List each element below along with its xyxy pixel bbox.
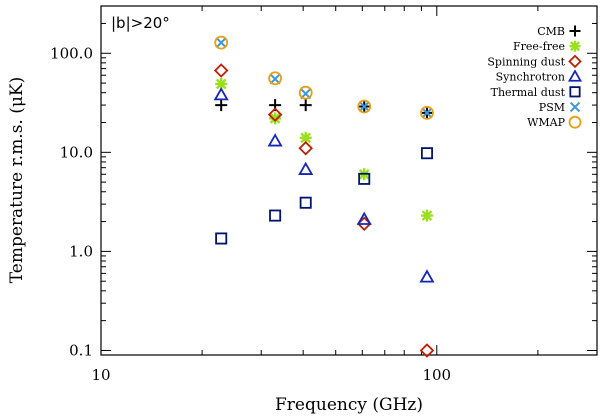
free-free-point (215, 77, 228, 90)
psm-point (269, 73, 281, 85)
legend-marker-wmap (568, 115, 582, 129)
cmb-point (299, 99, 312, 112)
legend-marker-psm (569, 101, 581, 113)
thermal-dust-point (420, 147, 433, 160)
legend-label-wmap: WMAP (527, 116, 566, 129)
cmb-point (215, 99, 228, 112)
wmap-point (268, 71, 283, 86)
synchrotron-point (267, 133, 283, 147)
axis-ticks (100, 5, 598, 356)
legend-marker-thermal-dust (569, 86, 581, 98)
y-tick-label: 0.1 (69, 341, 93, 359)
legend-label-free-free: Free-free (513, 40, 565, 53)
psm-point (421, 107, 433, 119)
y-tick-label: 10.0 (60, 143, 93, 161)
legend-label-thermal-dust: Thermal dust (491, 86, 566, 99)
wmap-point (420, 106, 434, 120)
thermal-dust-point (358, 172, 371, 185)
region-annotation: |b|>20° (111, 14, 170, 32)
free-free-point (269, 112, 282, 125)
free-free-point (299, 131, 312, 144)
y-tick-label: 1.0 (69, 242, 93, 260)
y-tick-label: 100.0 (50, 44, 93, 62)
data-points (213, 35, 435, 358)
synchrotron-point (356, 211, 372, 225)
thermal-dust-point (215, 232, 228, 245)
x-tick-label: 10 (91, 366, 110, 384)
synchrotron-point (419, 269, 435, 283)
x-tick-label: 100 (422, 366, 451, 384)
psm-point (215, 37, 227, 49)
spinning-dust-point (213, 63, 229, 78)
legend-marker-free-free (569, 40, 581, 52)
legend-marker-spinning-dust (568, 54, 582, 69)
y-axis-title: Temperature r.m.s. (μK) (7, 77, 27, 284)
legend: CMB Free-free Spinning dust Synchrotron Ther… (487, 25, 583, 129)
psm-point (358, 101, 370, 113)
wmap-point (298, 85, 313, 100)
thermal-dust-point (299, 196, 312, 209)
legend-label-psm: PSM (539, 101, 565, 114)
legend-label-cmb: CMB (537, 25, 565, 38)
axis-tick-labels: 10 100 0.1 1.0 10.0 100.0 (50, 44, 451, 384)
free-free-point (420, 209, 433, 222)
wmap-point (357, 99, 372, 114)
synchrotron-point (298, 161, 314, 175)
legend-label-synchrotron: Synchrotron (496, 71, 565, 84)
x-axis-title: Frequency (GHz) (275, 395, 423, 415)
spinning-dust-point (298, 140, 313, 156)
legend-label-spinning-dust: Spinning dust (487, 55, 565, 68)
legend-marker-synchrotron (567, 69, 583, 82)
legend-marker-cmb (569, 25, 581, 37)
plot-frame (100, 5, 598, 356)
thermal-dust-point (269, 209, 282, 222)
synchrotron-point (213, 87, 229, 101)
wmap-point (214, 35, 229, 50)
spinning-dust-point (419, 343, 435, 358)
spinning-dust-point (267, 107, 283, 122)
